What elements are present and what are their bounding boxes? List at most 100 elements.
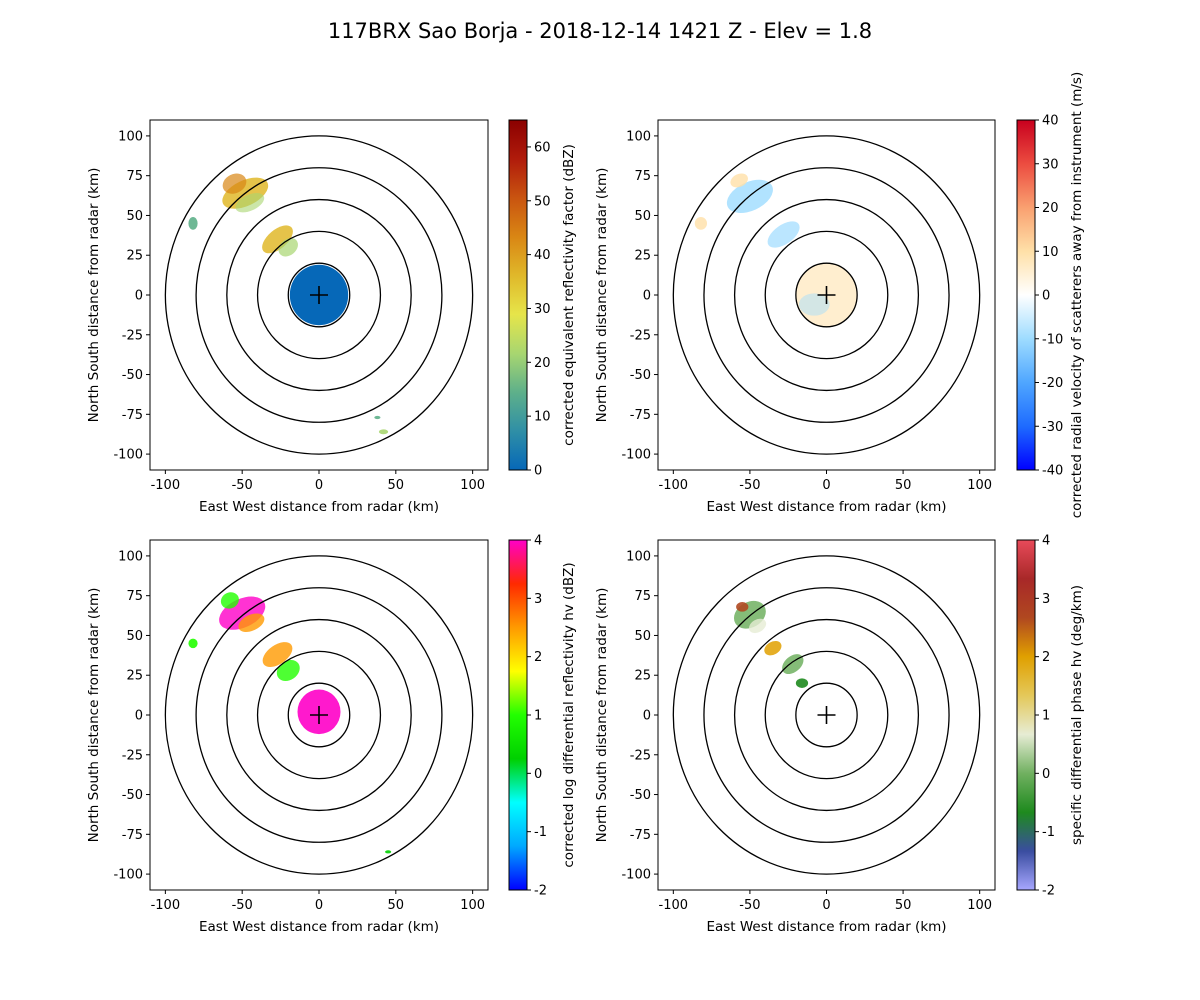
y-tick-label: -50	[630, 368, 651, 383]
echo-region	[262, 642, 293, 667]
range-ring	[287, 262, 351, 328]
colorbar-tick-label: -10	[1042, 332, 1063, 347]
range-ring	[703, 587, 950, 843]
colorbar-tick-label: 4	[1042, 534, 1050, 549]
echo-region	[385, 850, 392, 854]
colorbar-tick-label: 60	[534, 140, 551, 155]
range-ring	[256, 650, 382, 780]
y-tick-label: 75	[126, 169, 143, 184]
colorbar-tick-label: 10	[534, 410, 551, 425]
colorbar-tick-label: 2	[1042, 650, 1050, 665]
y-tick-label: 25	[126, 249, 143, 264]
y-axis-label: North South distance from radar (km)	[86, 588, 102, 843]
colorbar-tick-label: 20	[534, 356, 551, 371]
y-tick-label: 50	[634, 629, 651, 644]
echo-region	[262, 225, 293, 254]
y-tick-label: -100	[621, 868, 651, 883]
colorbar-tick-label: 3	[1042, 592, 1050, 607]
y-tick-label: 100	[118, 549, 143, 564]
y-tick-label: 25	[634, 669, 651, 684]
y-tick-label: -50	[122, 368, 143, 383]
y-tick-label: -100	[113, 868, 143, 883]
y-tick-label: 0	[643, 289, 651, 304]
y-tick-label: 75	[126, 589, 143, 604]
y-tick-label: 25	[634, 249, 651, 264]
colorbar	[1016, 119, 1036, 471]
y-tick-label: 50	[634, 209, 651, 224]
y-tick-label: 0	[643, 709, 651, 724]
y-tick-label: -25	[630, 328, 651, 343]
y-axis-label: North South distance from radar (km)	[86, 168, 102, 423]
x-tick-label: 50	[388, 898, 405, 913]
x-tick-label: -100	[659, 478, 689, 493]
echo-region	[235, 193, 265, 213]
colorbar-tick-label: 0	[534, 767, 542, 782]
y-tick-label: -100	[621, 448, 651, 463]
echo-layer	[188, 173, 389, 435]
echo-region	[782, 654, 804, 675]
echo-layer	[188, 592, 392, 854]
echo-region	[220, 592, 239, 609]
x-tick-label: 100	[460, 898, 485, 913]
x-tick-label: 100	[967, 478, 992, 493]
colorbar-tick-label: 40	[534, 248, 551, 263]
y-tick-label: -100	[113, 448, 143, 463]
range-ring	[226, 618, 412, 812]
y-tick-label: 25	[126, 669, 143, 684]
y-tick-label: 100	[626, 549, 651, 564]
x-tick-label: 0	[822, 478, 830, 493]
x-tick-label: 0	[315, 478, 323, 493]
y-tick-label: -50	[630, 788, 651, 803]
echo-region	[374, 415, 381, 420]
x-tick-label: 50	[895, 898, 912, 913]
colorbar-tick-label: -30	[1042, 420, 1063, 435]
y-tick-label: 50	[126, 629, 143, 644]
x-tick-label: 0	[315, 898, 323, 913]
range-ring	[703, 167, 950, 423]
echo-region	[188, 217, 198, 230]
y-tick-label: 0	[135, 289, 143, 304]
y-tick-label: 75	[634, 169, 651, 184]
y-tick-label: -75	[630, 408, 651, 423]
range-ring	[164, 555, 474, 875]
radar-panel-bottom-left: -100 -50 0 50 100 -100 -75 -50 -25 0 25 50 75 100 East…	[86, 534, 577, 936]
y-tick-label: 0	[135, 709, 143, 724]
range-ring	[764, 650, 889, 780]
colorbar-tick-label: 10	[1042, 245, 1059, 260]
colorbar-tick-label: -2	[534, 884, 547, 899]
range-ring	[256, 230, 382, 360]
y-tick-label: 100	[626, 129, 651, 144]
x-axis-label: East West distance from radar (km)	[706, 919, 946, 935]
colorbar-tick-label: -1	[534, 825, 547, 840]
y-tick-label: -25	[122, 328, 143, 343]
y-tick-label: -75	[122, 828, 143, 843]
colorbar-tick-label: -2	[1042, 884, 1055, 899]
echo-region	[694, 217, 708, 230]
colorbar-tick-label: 0	[1042, 767, 1050, 782]
radar-panel-top-right: -100 -50 0 50 100-100-75-50-250255075100East…	[594, 72, 1085, 518]
echo-region	[748, 618, 767, 634]
colorbar	[508, 119, 528, 471]
colorbar-tick-label: 4	[534, 534, 542, 549]
radar-panel-bottom-right: -100 -50 0 50 100 -100 -75 -50 -25 0 25 50 75 100 East…	[594, 534, 1085, 936]
y-tick-label: -50	[122, 788, 143, 803]
colorbar-tick-label: 50	[534, 194, 551, 209]
echo-region	[222, 173, 247, 194]
y-tick-label: -25	[630, 748, 651, 763]
x-tick-label: -100	[151, 898, 181, 913]
range-ring	[733, 618, 920, 812]
x-tick-label: 50	[895, 478, 912, 493]
echo-region	[188, 638, 198, 649]
echo-region	[730, 173, 748, 188]
colorbar-tick-label: 30	[534, 302, 551, 317]
colorbar-label: corrected log differential reflectivity …	[561, 562, 577, 867]
x-tick-label: -50	[739, 478, 760, 493]
colorbar-tick-label: -20	[1042, 376, 1063, 391]
colorbar	[508, 539, 528, 891]
y-tick-label: -75	[630, 828, 651, 843]
y-tick-label: 50	[126, 209, 143, 224]
x-tick-label: -50	[232, 898, 253, 913]
colorbar-tick-label: 2	[534, 650, 542, 665]
colorbar-tick-label: 0	[1042, 289, 1050, 304]
radar-panel-top-left: -100 -50 0 50 100-100-75-50-250255075100East…	[86, 119, 577, 515]
